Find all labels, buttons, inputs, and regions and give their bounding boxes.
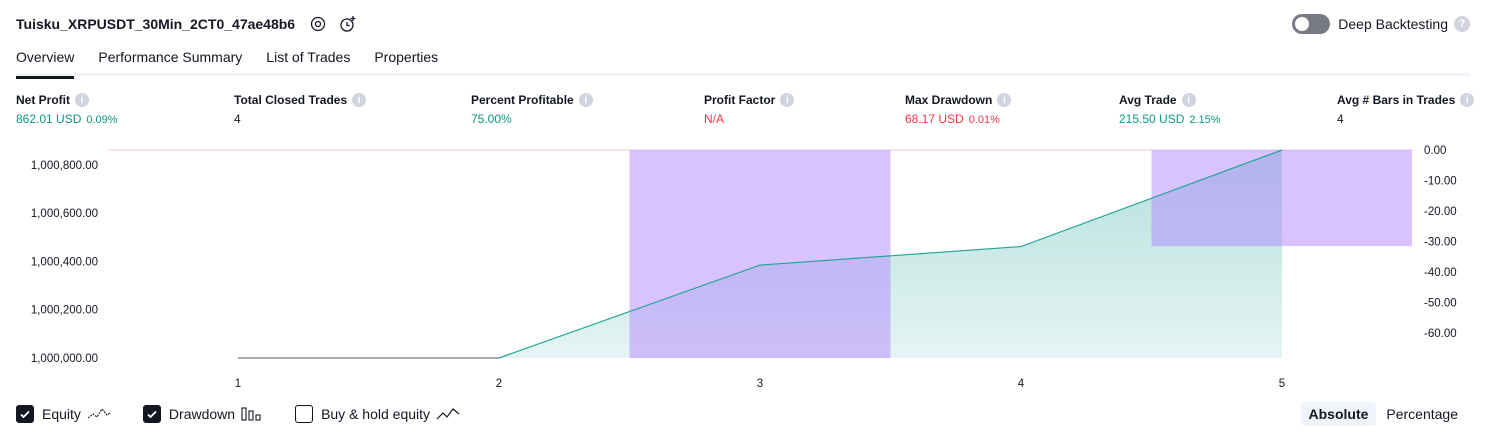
deep-backtesting-toggle[interactable] [1292,14,1331,34]
stat-profit-factor: Profit Factor i N/A [704,93,795,126]
gear-icon[interactable] [309,15,327,33]
legend-drawdown[interactable]: Drawdown [142,405,263,423]
right-axis-tick: 0.00 [1424,145,1446,157]
equity-area [238,150,1282,358]
stat-value: 862.01 USD [16,112,82,126]
legend-label: Drawdown [168,406,236,422]
stat-label: Avg Trade [1119,93,1177,107]
right-axis-tick: -20.00 [1424,206,1457,218]
drawdown-checkbox[interactable] [142,405,161,423]
toggle-knob [1295,17,1310,31]
left-axis-tick: 1,000,400.00 [31,256,98,268]
stat-label: Avg # Bars in Trades [1337,93,1456,107]
legend-equity[interactable]: Equity [16,405,111,423]
info-icon[interactable]: i [1460,93,1475,107]
stat-percent: 2.15% [1189,114,1221,126]
buy-hold-checkbox[interactable] [295,405,314,423]
left-axis-tick: 1,000,000.00 [31,353,98,365]
x-axis-tick: 3 [757,378,763,390]
chart-legend: Equity Drawdown Buy & hold equity [16,404,492,424]
right-axis-tick: -60.00 [1424,328,1457,340]
right-axis-tick: -40.00 [1424,267,1457,279]
stat-label: Percent Profitable [471,93,574,107]
info-icon[interactable]: i [352,93,367,107]
tab-bar: Overview Performance Summary List of Tra… [16,46,1470,79]
deep-backtesting: Deep Backtesting ? [1292,14,1470,34]
legend-label: Buy & hold equity [321,406,431,422]
stat-value: 215.50 USD [1119,112,1185,126]
tab-performance-summary[interactable]: Performance Summary [98,49,243,65]
help-icon[interactable]: ? [1454,16,1470,32]
stat-avg-trade: Avg Trade i 215.50 USD 2.15% [1119,93,1221,126]
info-icon[interactable]: i [997,93,1012,107]
absolute-button[interactable]: Absolute [1300,402,1377,426]
deep-backtesting-label: Deep Backtesting [1338,16,1448,32]
stats-row: Net Profit i 862.01 USD 0.09% Total Closed… [16,93,1475,133]
left-axis-tick: 1,000,200.00 [31,305,98,317]
stat-value: 68.17 USD [905,112,964,126]
info-icon[interactable]: i [1181,93,1196,107]
stat-value: N/A [704,112,725,126]
drawdown-bar [629,150,891,358]
x-axis-tick: 1 [235,378,241,390]
stat-label: Net Profit [16,93,70,107]
equity-drawdown-chart: 1,000,800.00 1,000,600.00 1,000,400.00 1,00… [31,145,1457,390]
right-axis-tick: -50.00 [1424,298,1457,310]
stat-max-drawdown: Max Drawdown i 68.17 USD 0.01% [905,93,1012,126]
left-axis-tick: 1,000,600.00 [31,208,98,220]
stat-percent: 0.09% [86,114,118,126]
x-axis-tick: 4 [1018,378,1025,390]
stat-value: 75.00% [471,112,512,126]
add-alert-icon[interactable] [339,15,357,33]
stat-label: Profit Factor [704,93,776,107]
info-icon[interactable]: i [578,93,593,107]
tab-properties[interactable]: Properties [374,49,439,65]
legend-buy-hold[interactable]: Buy & hold equity [295,405,460,423]
tab-overview[interactable]: Overview [16,46,75,79]
stat-percent: 0.01% [968,114,1000,126]
drawdown-bars-icon [241,406,263,422]
stat-total-closed-trades: Total Closed Trades i 4 [234,93,367,126]
display-mode-switch: Absolute Percentage [1299,402,1467,426]
stat-value: 4 [1337,112,1344,126]
left-axis-tick: 1,000,800.00 [31,160,98,172]
stat-percent-profitable: Percent Profitable i 75.00% [471,93,593,126]
equity-line-icon [87,406,111,422]
stat-net-profit: Net Profit i 862.01 USD 0.09% [16,93,118,126]
right-axis-tick: -10.00 [1424,176,1457,188]
legend-label: Equity [42,406,81,422]
percentage-button[interactable]: Percentage [1386,406,1458,422]
info-icon[interactable]: i [75,93,89,107]
strategy-header: Tuisku_XRPUSDT_30Min_2CT0_47ae48b6 [16,14,357,34]
right-axis-tick: -30.00 [1424,237,1457,249]
x-axis-tick: 2 [496,378,502,390]
x-axis-tick: 5 [1279,378,1285,390]
strategy-title: Tuisku_XRPUSDT_30Min_2CT0_47ae48b6 [16,16,296,32]
buy-hold-line-icon [436,406,460,422]
stat-label: Max Drawdown [905,93,993,107]
stat-value: 4 [234,112,241,126]
drawdown-bar [1151,150,1412,247]
tab-list-of-trades[interactable]: List of Trades [266,49,351,65]
stat-label: Total Closed Trades [234,93,348,107]
info-icon[interactable]: i [780,93,795,107]
equity-checkbox[interactable] [16,405,34,423]
stat-avg-bars-in-trades: Avg # Bars in Trades i 4 [1337,93,1475,126]
